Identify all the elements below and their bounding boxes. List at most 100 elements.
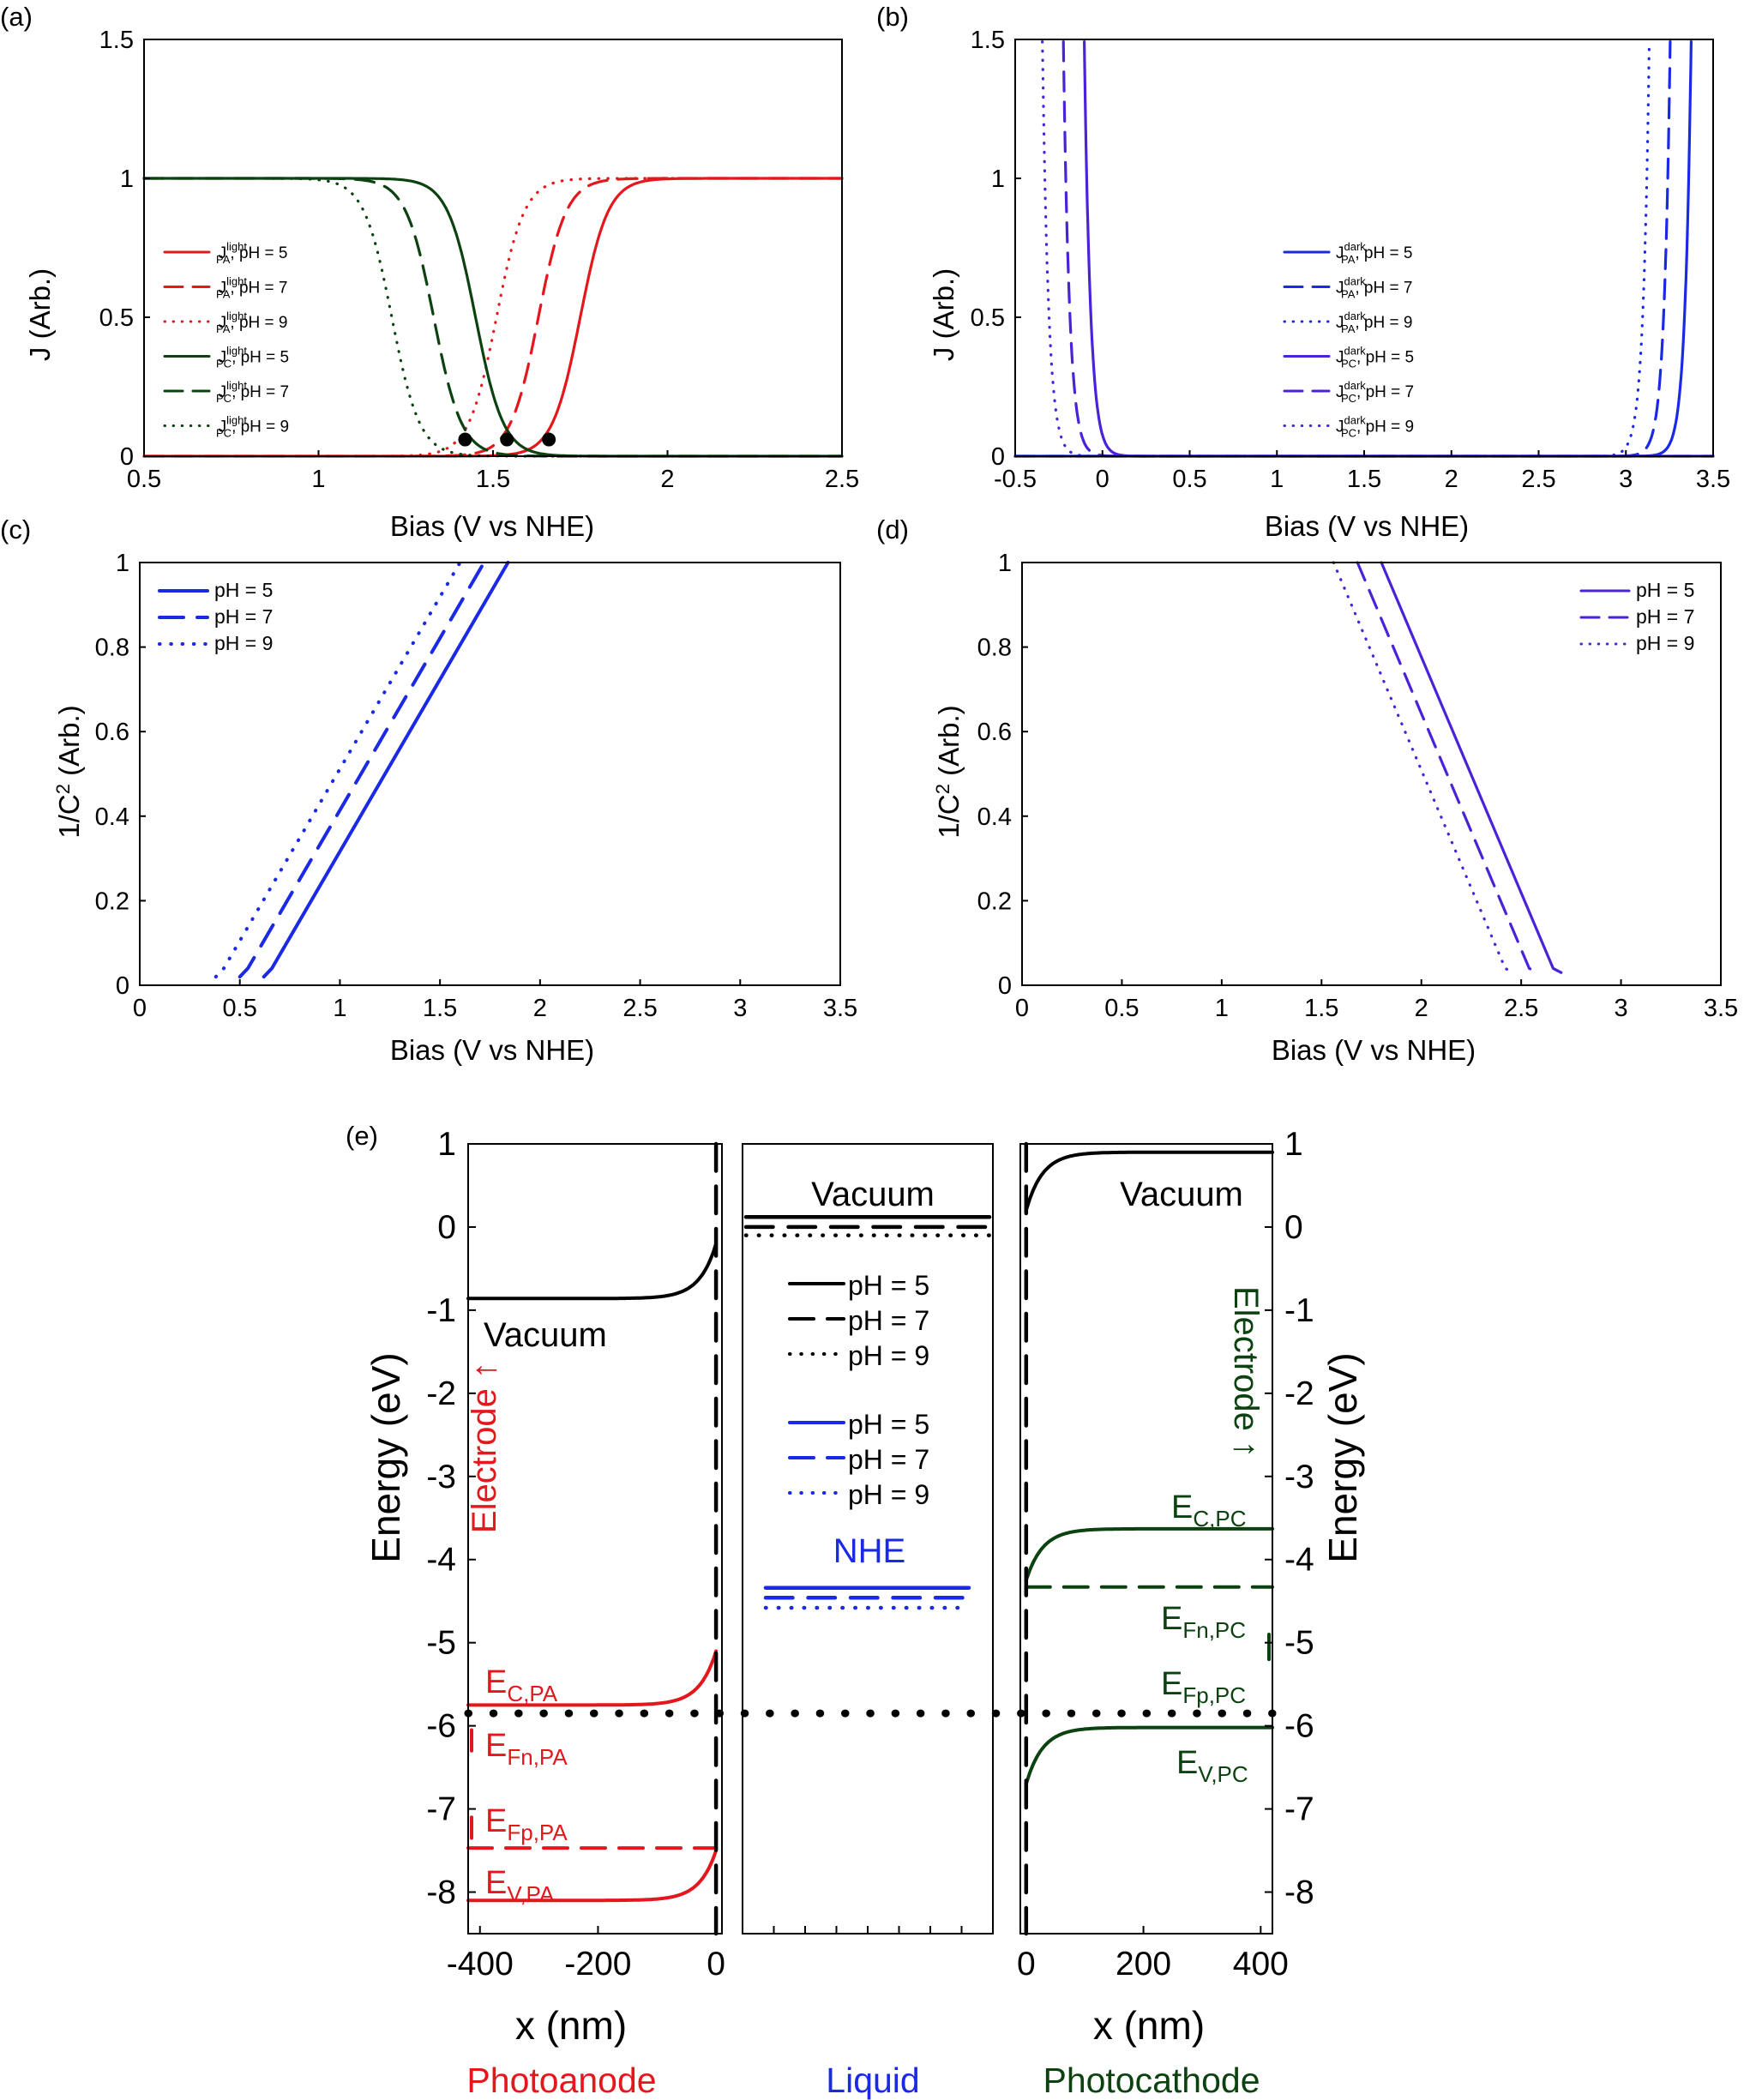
a-xtick-label: 2.5 xyxy=(825,466,859,493)
b-xtick-label: 0.5 xyxy=(1172,466,1206,493)
xlabel-d: Bias (V vs NHE) xyxy=(1272,1034,1476,1066)
e-xtick-label-left: 0 xyxy=(707,1946,725,1983)
c-ytick-label: 0.6 xyxy=(95,719,129,746)
c-xtick-label: 0 xyxy=(133,995,147,1022)
a-legend-label: Jlight PC, pH = 7 xyxy=(216,379,289,405)
label-efn-pa: EFn,PA xyxy=(485,1728,568,1770)
axes-frame-d xyxy=(1021,562,1722,986)
e-ytick-label-left: -5 xyxy=(426,1625,456,1662)
a-xtick-label: 1 xyxy=(311,466,325,493)
level-right-1 xyxy=(1024,1526,1274,1582)
mid-legend-black-label: pH = 7 xyxy=(848,1305,929,1336)
c-xtick-label: 2.5 xyxy=(622,995,657,1022)
level-left-0 xyxy=(466,1242,719,1301)
e-ytick-label-left: 0 xyxy=(437,1209,456,1246)
e-ytick-label-right: -2 xyxy=(1284,1375,1314,1412)
c-xtick-label: 3 xyxy=(733,995,747,1022)
e-ytick-label-right: 1 xyxy=(1284,1126,1303,1163)
a-ytick-label: 1.5 xyxy=(99,27,134,54)
c-xtick-label: 2 xyxy=(533,995,547,1022)
b-legend-label: Jdark PC, pH = 7 xyxy=(1336,379,1414,405)
b-legend-label: Jdark PA, pH = 7 xyxy=(1336,275,1412,301)
level-left-3 xyxy=(466,1849,719,1903)
b-xtick-label: 1 xyxy=(1270,466,1284,493)
c-legend-label: pH = 9 xyxy=(214,632,273,654)
e-xtick-label-right: 400 xyxy=(1233,1946,1289,1983)
d-ytick-label: 0.4 xyxy=(977,803,1012,831)
c-xtick-label: 1 xyxy=(333,995,346,1022)
b-ytick-label: 1.5 xyxy=(971,27,1005,54)
series-a-1 xyxy=(142,177,844,458)
e-ytick-label-left: -2 xyxy=(426,1375,456,1412)
e-ytick-label-left: -7 xyxy=(426,1791,456,1828)
nhe-label: NHE xyxy=(833,1532,905,1570)
ylabel-d: 1/C2 (Arb.) xyxy=(932,705,965,838)
c-ytick-label: 1 xyxy=(116,550,129,577)
e-ytick-label-right: -5 xyxy=(1284,1625,1314,1662)
e-xtick-label-left: -400 xyxy=(447,1946,514,1983)
d-xtick-label: 0 xyxy=(1015,995,1029,1022)
xlabel-e-right: x (nm) xyxy=(1093,2003,1205,2048)
a-legend-label: Jlight PC, pH = 5 xyxy=(216,345,289,370)
axes-frame-c xyxy=(139,562,841,986)
marker-a-1 xyxy=(500,432,514,447)
b-xtick-label: 0 xyxy=(1096,466,1110,493)
c-ytick-label: 0.8 xyxy=(95,635,129,662)
xlabel-a: Bias (V vs NHE) xyxy=(390,510,594,542)
e-ytick-label-right: -8 xyxy=(1284,1874,1314,1911)
c-ytick-label: 0.2 xyxy=(95,888,129,915)
a-legend-label: Jlight PA, pH = 9 xyxy=(216,310,287,335)
series-c-2 xyxy=(213,561,462,979)
a-legend-label: Jlight PA, pH = 5 xyxy=(216,240,287,266)
series-b-2 xyxy=(1013,40,1651,458)
c-xtick-label: 1.5 xyxy=(423,995,457,1022)
d-xtick-label: 3 xyxy=(1615,995,1628,1022)
series-d-2 xyxy=(1332,561,1515,974)
b-xtick-label: -0.5 xyxy=(994,466,1037,493)
b-xtick-label: 2.5 xyxy=(1521,466,1555,493)
b-ytick-label: 0 xyxy=(991,443,1005,471)
mid-legend-black-label: pH = 5 xyxy=(848,1270,929,1301)
level-left-1 xyxy=(466,1649,719,1707)
b-legend-label: Jdark PA, pH = 5 xyxy=(1336,240,1412,266)
e-ytick-label-left: -6 xyxy=(426,1708,456,1745)
electrode-label-left: Electrode ↑ xyxy=(466,1362,503,1533)
title-photoanode: Photoanode xyxy=(466,2061,656,2100)
a-ytick-label: 0.5 xyxy=(99,304,134,332)
vacuum-label-right: Vacuum xyxy=(1120,1176,1243,1213)
panel-label-e: (e) xyxy=(346,1121,378,1151)
panel-label-b: (b) xyxy=(876,2,909,32)
label-ev-pc: EV,PC xyxy=(1176,1745,1248,1787)
ylabel-e-right: Energy (eV) xyxy=(1320,1352,1365,1562)
title-photocathode: Photocathode xyxy=(1043,2061,1260,2100)
series-c-1 xyxy=(238,561,486,979)
xlabel-b: Bias (V vs NHE) xyxy=(1265,510,1469,542)
ylabel-b: J (Arb.) xyxy=(928,268,959,361)
d-ytick-label: 0.6 xyxy=(977,719,1012,746)
a-xtick-label: 1.5 xyxy=(476,466,510,493)
c-legend-label: pH = 7 xyxy=(214,605,273,628)
b-legend-label: Jdark PA, pH = 9 xyxy=(1336,310,1412,335)
label-efp-pa: EFp,PA xyxy=(485,1803,568,1845)
e-ytick-label-right: 0 xyxy=(1284,1209,1303,1246)
label-ec-pc: EC,PC xyxy=(1171,1489,1246,1531)
a-xtick-label: 2 xyxy=(660,466,674,493)
e-ytick-label-right: -1 xyxy=(1284,1292,1314,1329)
e-ytick-label-left: -4 xyxy=(426,1542,456,1579)
mid-legend-blue-label: pH = 9 xyxy=(848,1479,929,1510)
a-ytick-label: 0 xyxy=(120,443,134,471)
mid-legend-black-label: pH = 9 xyxy=(848,1340,929,1371)
d-xtick-label: 2.5 xyxy=(1504,995,1538,1022)
ylabel-a: J (Arb.) xyxy=(24,268,56,361)
title-liquid: Liquid xyxy=(826,2061,919,2100)
e-ytick-label-right: -7 xyxy=(1284,1791,1314,1828)
b-legend-label: Jdark PC, pH = 5 xyxy=(1336,345,1414,370)
c-ytick-label: 0.4 xyxy=(95,803,129,831)
e-ytick-label-left: -8 xyxy=(426,1874,456,1911)
panel-label-d: (d) xyxy=(876,514,909,545)
e-ytick-label-left: 1 xyxy=(437,1126,456,1163)
a-legend-label: Jlight PC, pH = 9 xyxy=(216,414,289,440)
marker-a-0 xyxy=(458,432,472,447)
d-xtick-label: 1 xyxy=(1215,995,1229,1022)
